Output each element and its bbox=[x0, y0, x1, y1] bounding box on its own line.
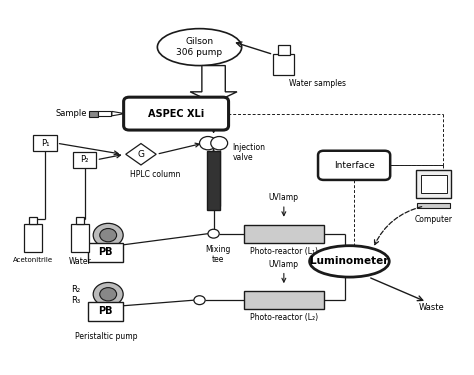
Text: P₂: P₂ bbox=[81, 155, 89, 164]
Text: P₁: P₁ bbox=[41, 139, 49, 148]
Bar bbox=[420, 175, 447, 193]
Bar bbox=[24, 225, 42, 252]
Circle shape bbox=[200, 136, 217, 150]
Bar bbox=[417, 203, 450, 208]
Bar bbox=[29, 217, 37, 225]
FancyBboxPatch shape bbox=[318, 151, 390, 180]
Circle shape bbox=[100, 228, 117, 242]
Text: G: G bbox=[137, 150, 145, 159]
Text: Injection
valve: Injection valve bbox=[232, 143, 265, 162]
Bar bbox=[273, 54, 294, 75]
Text: Computer: Computer bbox=[415, 215, 453, 224]
Text: Peristaltic pump: Peristaltic pump bbox=[74, 332, 137, 340]
Text: Water samples: Water samples bbox=[289, 78, 346, 87]
Circle shape bbox=[93, 224, 123, 247]
Polygon shape bbox=[126, 144, 156, 165]
Text: Sample: Sample bbox=[55, 109, 87, 118]
Text: R₃: R₃ bbox=[71, 296, 80, 304]
Bar bbox=[416, 170, 451, 198]
Bar bbox=[71, 225, 89, 252]
Ellipse shape bbox=[157, 28, 242, 66]
Circle shape bbox=[93, 282, 123, 306]
Bar bbox=[33, 135, 57, 151]
Text: Waste: Waste bbox=[419, 303, 444, 312]
Bar bbox=[244, 291, 324, 309]
Circle shape bbox=[211, 136, 228, 150]
Text: UVlamp: UVlamp bbox=[269, 260, 299, 269]
Text: HPLC column: HPLC column bbox=[130, 170, 181, 179]
Text: Acetonitrile: Acetonitrile bbox=[13, 257, 53, 263]
Text: Water: Water bbox=[69, 257, 91, 266]
Text: R₂: R₂ bbox=[71, 285, 80, 294]
Bar bbox=[278, 45, 290, 54]
Bar bbox=[73, 152, 97, 168]
Text: UVlamp: UVlamp bbox=[269, 193, 299, 202]
Bar bbox=[90, 111, 98, 117]
Text: Luminometer: Luminometer bbox=[310, 256, 389, 266]
Circle shape bbox=[194, 296, 205, 304]
Text: Photo-reactor (L₁): Photo-reactor (L₁) bbox=[250, 247, 318, 256]
Bar bbox=[76, 217, 84, 225]
Bar bbox=[207, 150, 220, 210]
Text: ASPEC XLi: ASPEC XLi bbox=[148, 109, 204, 118]
Text: Mixing
tee: Mixing tee bbox=[206, 245, 231, 264]
Circle shape bbox=[100, 288, 117, 301]
FancyBboxPatch shape bbox=[124, 97, 228, 130]
Bar bbox=[88, 243, 123, 262]
Text: R₁: R₁ bbox=[71, 231, 80, 240]
Polygon shape bbox=[190, 66, 237, 103]
Bar bbox=[88, 302, 123, 321]
Text: Interface: Interface bbox=[334, 161, 374, 170]
Polygon shape bbox=[112, 111, 125, 116]
Text: PB: PB bbox=[99, 247, 113, 257]
Text: Gilson
306 pump: Gilson 306 pump bbox=[176, 38, 223, 57]
Circle shape bbox=[208, 229, 219, 238]
Bar bbox=[244, 225, 324, 243]
Bar bbox=[98, 111, 111, 116]
Text: PB: PB bbox=[99, 306, 113, 316]
Ellipse shape bbox=[310, 246, 389, 277]
Text: Photo-reactor (L₂): Photo-reactor (L₂) bbox=[250, 314, 318, 322]
